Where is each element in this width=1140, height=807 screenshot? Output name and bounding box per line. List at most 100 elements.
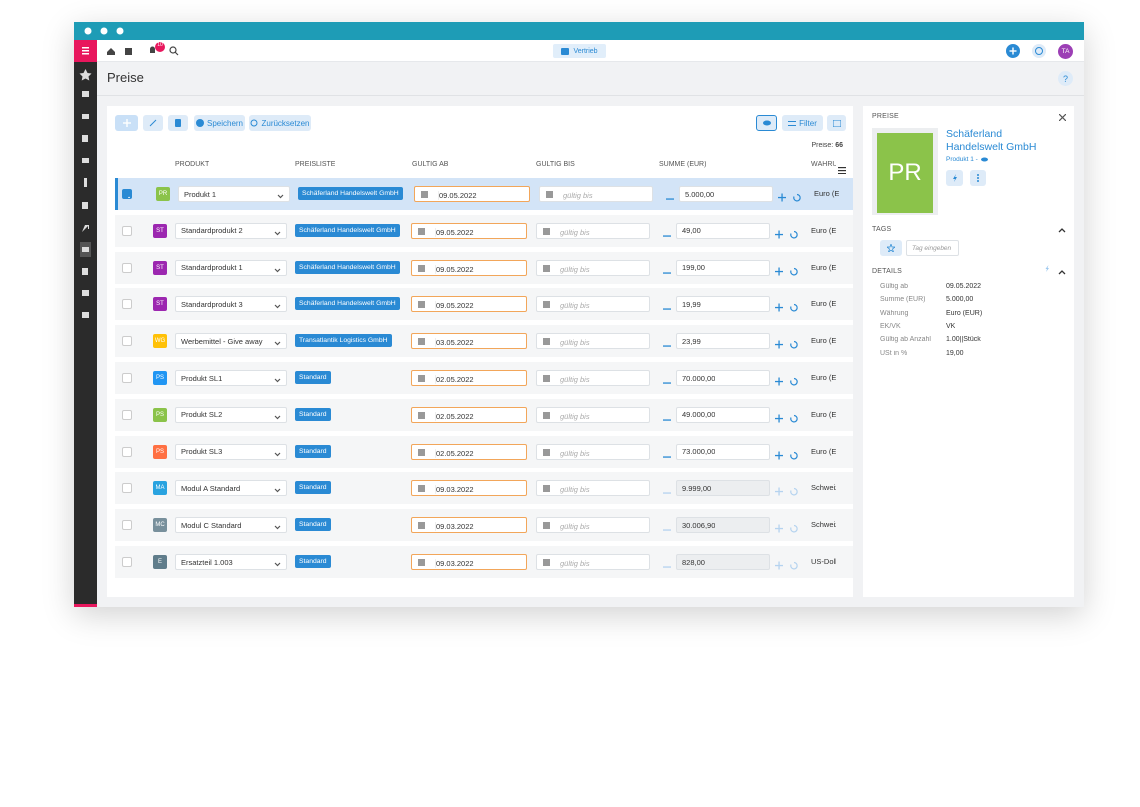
table-row[interactable]: PS Produkt SL2 Standard 02.05.2022 gültig bi… (115, 398, 853, 431)
row-checkbox[interactable] (122, 336, 132, 347)
decrement-button[interactable] (666, 190, 674, 208)
increment-reset[interactable] (778, 189, 802, 207)
valid-from-input[interactable]: 09.03.2022 (411, 480, 527, 497)
valid-from-input[interactable]: 02.05.2022 (411, 406, 527, 423)
row-checkbox[interactable] (122, 225, 132, 236)
collapse-icons[interactable] (1043, 224, 1067, 278)
calendar-icon[interactable] (543, 338, 550, 347)
row-checkbox[interactable] (122, 446, 132, 457)
reset-button[interactable]: Zurücksetzen (249, 115, 311, 131)
increment-reset[interactable] (775, 447, 799, 465)
calendar-icon[interactable] (543, 301, 550, 310)
valid-from-input[interactable]: 09.05.2022 (411, 296, 527, 313)
menu-button[interactable] (74, 40, 97, 62)
dropdown-arrow[interactable] (274, 560, 281, 569)
pricelist-tag[interactable]: Standard (295, 518, 331, 532)
pricelist-tag[interactable]: Standard (295, 407, 331, 421)
increment-reset[interactable] (775, 299, 799, 317)
pricelist-tag[interactable]: Schäferland Handelswelt GmbH (295, 223, 400, 237)
dropdown-arrow[interactable] (274, 229, 281, 238)
valid-from-input[interactable]: 09.05.2022 (411, 222, 527, 239)
row-checkbox[interactable] (122, 189, 132, 199)
calendar-icon[interactable] (418, 448, 425, 458)
filter-button[interactable]: Filter (782, 115, 823, 131)
valid-to-input[interactable]: gültig bis (536, 222, 650, 239)
calendar-icon[interactable] (421, 191, 428, 200)
pricelist-tag[interactable]: Schäferland Handelswelt GmbH (295, 297, 400, 311)
valid-to-input[interactable]: gültig bis (536, 333, 650, 350)
decrement-button[interactable] (663, 337, 671, 355)
sum-input[interactable]: 49.000,00 (676, 406, 770, 423)
increment-reset[interactable] (775, 263, 799, 281)
user-avatar[interactable]: TA (1058, 44, 1073, 59)
sum-input[interactable]: 199,00 (676, 259, 770, 276)
valid-to-input[interactable]: gültig bis (536, 296, 650, 313)
valid-to-input[interactable]: gültig bis (536, 370, 650, 386)
pricelist-tag[interactable]: Standard (295, 555, 331, 568)
valid-to-input[interactable]: gültig bis (536, 554, 650, 570)
view-toggle[interactable] (756, 115, 777, 131)
valid-from-input[interactable]: 03.05.2022 (411, 333, 527, 350)
sum-input[interactable]: 23,99 (676, 333, 770, 350)
table-row[interactable]: MA Modul A Standard Standard 09.03.2022 gült… (115, 472, 853, 505)
table-row[interactable]: WG Werbemittel - Give away Transatlantik L… (115, 325, 853, 358)
dropdown-arrow[interactable] (277, 192, 284, 201)
increment-reset[interactable] (775, 483, 799, 501)
increment-reset[interactable] (775, 373, 799, 391)
row-checkbox[interactable] (122, 520, 132, 531)
dropdown-arrow[interactable] (274, 302, 281, 311)
close-button[interactable] (1059, 114, 1066, 121)
sum-input[interactable]: 49,00 (676, 222, 770, 239)
calendar-icon[interactable] (418, 338, 425, 347)
increment-reset[interactable] (775, 520, 799, 538)
product-select[interactable]: Standardprodukt 2 (175, 222, 287, 239)
column-header[interactable]: PREISLISTE (295, 161, 336, 168)
sum-input[interactable]: 5.000,00 (679, 186, 773, 202)
add-button[interactable] (115, 115, 138, 131)
sum-input[interactable]: 70.000,00 (676, 370, 770, 386)
product-select[interactable]: Produkt SL1 (175, 370, 287, 386)
link-button[interactable] (946, 170, 963, 186)
pricelist-tag[interactable]: Schäferland Handelswelt GmbH (298, 187, 403, 200)
pricelist-tag[interactable]: Transatlantik Logistics GmbH (295, 334, 392, 348)
product-select[interactable]: Standardprodukt 1 (175, 259, 287, 276)
increment-reset[interactable] (775, 557, 799, 575)
column-header[interactable]: PRODUKT (175, 161, 210, 168)
product-select[interactable]: Produkt SL2 (175, 406, 287, 423)
product-select[interactable]: Modul C Standard (175, 517, 287, 534)
decrement-button[interactable] (663, 448, 671, 466)
more-button[interactable] (970, 170, 986, 186)
dropdown-arrow[interactable] (274, 376, 281, 385)
calendar-icon[interactable] (418, 227, 425, 237)
calendar-icon[interactable] (546, 191, 553, 200)
table-row[interactable]: ST Standardprodukt 1 Schäferland Handelswe… (115, 251, 853, 284)
dropdown-arrow[interactable] (274, 450, 281, 459)
table-row[interactable]: MC Modul C Standard Standard 09.03.2022 gült… (115, 509, 853, 542)
decrement-button[interactable] (663, 484, 671, 502)
nav-icons[interactable] (100, 40, 180, 62)
row-checkbox[interactable] (122, 483, 132, 494)
top-actions[interactable] (1005, 43, 1047, 59)
product-select[interactable]: Standardprodukt 3 (175, 296, 287, 313)
pricelist-tag[interactable]: Standard (295, 481, 331, 495)
detail-subtitle[interactable]: Produkt 1 - (946, 156, 978, 163)
column-header[interactable]: GÜLTIG BIS (536, 161, 575, 168)
pricelist-tag[interactable]: Schäferland Handelswelt GmbH (295, 260, 400, 274)
row-checkbox[interactable] (122, 557, 132, 567)
row-checkbox[interactable] (122, 373, 132, 383)
calendar-icon[interactable] (418, 301, 425, 310)
sum-input[interactable]: 19,99 (676, 296, 770, 313)
calendar-icon[interactable] (418, 485, 425, 494)
decrement-button[interactable] (663, 300, 671, 318)
dropdown-arrow[interactable] (274, 266, 281, 275)
valid-from-input[interactable]: 09.03.2022 (411, 554, 527, 570)
save-button[interactable]: Speichern (194, 115, 245, 131)
columns-button[interactable] (827, 115, 846, 131)
calendar-icon[interactable] (543, 375, 550, 384)
valid-to-input[interactable]: gültig bis (536, 517, 650, 534)
calendar-icon[interactable] (543, 485, 550, 494)
tag-star[interactable] (880, 240, 902, 256)
module-pill[interactable]: Vertrieb (553, 44, 606, 58)
column-header[interactable]: SUMME (EUR) (659, 161, 707, 168)
decrement-button[interactable] (663, 264, 671, 282)
